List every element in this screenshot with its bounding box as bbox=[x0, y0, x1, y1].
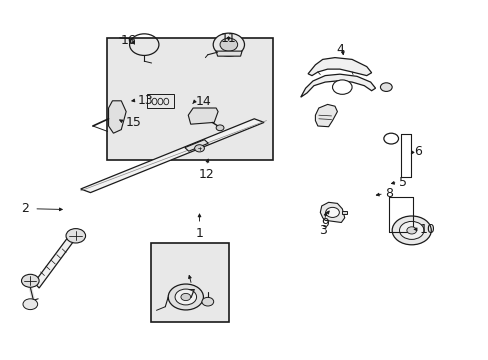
Polygon shape bbox=[188, 108, 218, 124]
Text: 11: 11 bbox=[220, 32, 236, 45]
Circle shape bbox=[202, 297, 213, 306]
Text: 5: 5 bbox=[398, 176, 406, 189]
Text: 10: 10 bbox=[419, 223, 434, 236]
Circle shape bbox=[175, 289, 196, 305]
Circle shape bbox=[21, 274, 39, 287]
Polygon shape bbox=[81, 119, 264, 193]
Text: 14: 14 bbox=[195, 95, 211, 108]
Polygon shape bbox=[300, 74, 375, 97]
Polygon shape bbox=[108, 101, 126, 133]
Polygon shape bbox=[216, 51, 242, 56]
Text: 6: 6 bbox=[413, 145, 421, 158]
Bar bbox=[106, 38, 272, 160]
Circle shape bbox=[181, 293, 190, 301]
Polygon shape bbox=[184, 140, 208, 151]
Circle shape bbox=[220, 38, 237, 51]
Text: 1: 1 bbox=[195, 227, 203, 240]
Circle shape bbox=[406, 227, 416, 234]
Text: 8: 8 bbox=[384, 187, 392, 200]
Polygon shape bbox=[34, 233, 76, 288]
Text: 12: 12 bbox=[198, 168, 214, 181]
Polygon shape bbox=[307, 58, 371, 76]
Text: 15: 15 bbox=[125, 116, 141, 129]
Circle shape bbox=[194, 145, 204, 152]
Text: 9: 9 bbox=[320, 217, 328, 230]
Circle shape bbox=[332, 80, 351, 94]
Circle shape bbox=[66, 229, 85, 243]
Text: 7: 7 bbox=[187, 288, 195, 301]
Bar bbox=[146, 94, 173, 108]
Polygon shape bbox=[342, 211, 346, 214]
Text: 4: 4 bbox=[335, 43, 343, 56]
Circle shape bbox=[168, 284, 203, 310]
Circle shape bbox=[216, 125, 224, 131]
Polygon shape bbox=[315, 104, 337, 127]
Circle shape bbox=[399, 221, 423, 239]
Bar bbox=[150, 243, 228, 322]
Circle shape bbox=[325, 207, 339, 217]
Polygon shape bbox=[320, 202, 344, 222]
Text: 2: 2 bbox=[21, 202, 29, 215]
Text: 3: 3 bbox=[318, 224, 326, 237]
Text: 16: 16 bbox=[121, 34, 136, 47]
Circle shape bbox=[391, 216, 430, 245]
Circle shape bbox=[380, 83, 391, 91]
Circle shape bbox=[213, 33, 244, 56]
Circle shape bbox=[23, 299, 38, 310]
Text: 13: 13 bbox=[138, 94, 153, 107]
